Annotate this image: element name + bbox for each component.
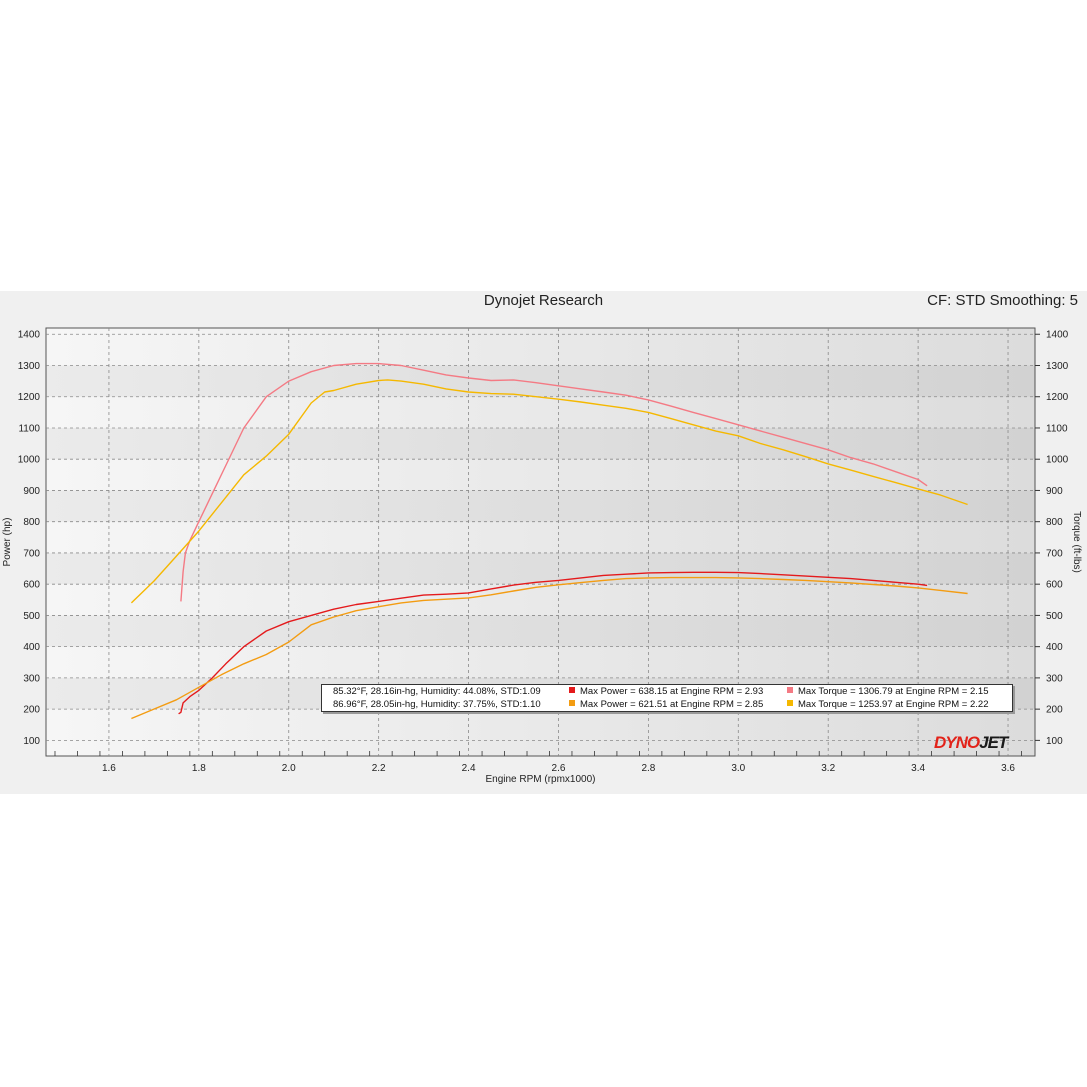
y2-tick-label: 1200: [1046, 392, 1069, 403]
y2-tick-label: 500: [1046, 611, 1063, 622]
legend-conditions: 86.96°F, 28.05in-hg, Humidity: 37.75%, S…: [333, 699, 541, 710]
x-tick-label: 2.2: [372, 763, 386, 774]
y-axis-label: Power (hp): [2, 518, 13, 567]
plot-band: [46, 615, 1035, 647]
x-tick-label: 3.0: [731, 763, 745, 774]
y-tick-label: 1000: [18, 455, 41, 466]
plot-band: [46, 365, 1035, 397]
y-tick-label: 300: [23, 673, 40, 684]
dynojet-logo: DYNOJET: [934, 733, 1008, 752]
legend-power-item: Max Power = 638.15 at Engine RPM = 2.93: [569, 685, 763, 698]
series-line-3: [180, 362, 928, 602]
y2-tick-label: 900: [1046, 486, 1063, 497]
legend-torque-item: Max Torque = 1253.97 at Engine RPM = 2.2…: [787, 698, 988, 711]
x-tick-label: 3.4: [911, 763, 925, 774]
correction-factor-label: CF: STD Smoothing: 5: [927, 292, 1078, 309]
plot-band: [46, 552, 1035, 585]
y-tick-label: 500: [23, 611, 40, 622]
y2-tick-label: 1400: [1046, 330, 1069, 341]
series-line-1: [178, 571, 928, 715]
legend-swatch: [569, 700, 575, 707]
y2-tick-label: 600: [1046, 580, 1063, 591]
series-group: [130, 362, 968, 720]
plot-band: [46, 490, 1035, 522]
series-line-2: [131, 576, 968, 720]
x-tick-label: 1.6: [102, 763, 116, 774]
y-tick-label: 700: [23, 548, 40, 559]
legend-power-text: Max Power = 621.51 at Engine RPM = 2.85: [580, 699, 764, 710]
y-tick-label: 100: [23, 736, 40, 747]
y2-tick-label: 100: [1046, 736, 1063, 747]
y-tick-label: 600: [23, 580, 40, 591]
y-tick-label: 1100: [18, 423, 40, 434]
y-tick-label: 1300: [18, 361, 41, 372]
y-tick-label: 200: [23, 705, 40, 716]
legend: 85.32°F, 28.16in-hg, Humidity: 44.08%, S…: [321, 684, 1013, 712]
x-tick-label: 2.4: [462, 763, 476, 774]
legend-torque-text: Max Torque = 1306.79 at Engine RPM = 2.1…: [798, 686, 989, 697]
y2-tick-label: 1300: [1046, 361, 1069, 372]
y2-tick-label: 1000: [1046, 455, 1069, 466]
legend-swatch: [787, 687, 793, 694]
y-tick-label: 400: [23, 642, 40, 653]
legend-power-text: Max Power = 638.15 at Engine RPM = 2.93: [580, 686, 764, 697]
legend-swatch: [569, 687, 575, 694]
x-tick-label: 3.2: [821, 763, 835, 774]
y2-tick-label: 200: [1046, 705, 1063, 716]
legend-torque-item: Max Torque = 1306.79 at Engine RPM = 2.1…: [787, 685, 988, 698]
plot-band: [46, 427, 1035, 460]
y2-tick-label: 400: [1046, 642, 1063, 653]
y2-tick-label: 300: [1046, 673, 1063, 684]
y2-tick-label: 800: [1046, 517, 1063, 528]
y-tick-label: 800: [23, 517, 40, 528]
y-tick-label: 900: [23, 486, 40, 497]
x-tick-label: 3.6: [1001, 763, 1015, 774]
legend-swatch: [787, 700, 793, 707]
y2-axis-label: Torque (ft-lbs): [1071, 511, 1082, 573]
chart-title: Dynojet Research: [483, 292, 604, 309]
axes: 100 100 200 200 300 300 400 400 500 500 600 600 700 7…: [18, 330, 1069, 774]
x-axis-label: Engine RPM (rpmx1000): [485, 774, 595, 785]
y-tick-label: 1200: [18, 392, 41, 403]
y-tick-label: 1400: [18, 330, 41, 341]
legend-power-item: Max Power = 621.51 at Engine RPM = 2.85: [569, 698, 763, 711]
legend-conditions: 85.32°F, 28.16in-hg, Humidity: 44.08%, S…: [333, 686, 541, 697]
x-tick-label: 2.6: [552, 763, 566, 774]
x-tick-label: 2.8: [641, 763, 655, 774]
series-line-4: [130, 379, 968, 604]
y2-tick-label: 700: [1046, 548, 1063, 559]
x-tick-label: 2.0: [282, 763, 296, 774]
x-tick-label: 1.8: [192, 763, 206, 774]
legend-torque-text: Max Torque = 1253.97 at Engine RPM = 2.2…: [798, 699, 989, 710]
y2-tick-label: 1100: [1046, 423, 1068, 434]
